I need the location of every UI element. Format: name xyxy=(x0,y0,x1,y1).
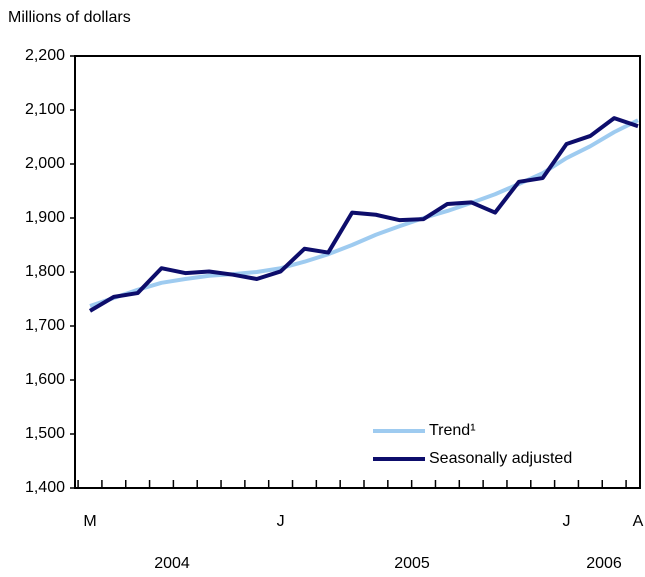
y-tick-label: 1,900 xyxy=(25,209,65,226)
y-tick-label: 1,700 xyxy=(25,317,65,334)
series-line xyxy=(88,116,639,313)
x-tick-label: M xyxy=(83,513,96,530)
legend-label: Seasonally adjusted xyxy=(429,450,572,467)
y-tick-label: 2,000 xyxy=(25,155,65,172)
y-tick-label: 2,200 xyxy=(25,47,65,64)
year-label: 2005 xyxy=(394,555,430,572)
x-tick-label: J xyxy=(563,513,571,530)
y-axis-label: Millions of dollars xyxy=(8,9,131,26)
legend-label: Trend¹ xyxy=(429,422,476,439)
x-tick-label: J xyxy=(277,513,285,530)
x-tick-label: A xyxy=(633,513,644,530)
y-tick-label: 1,500 xyxy=(25,425,65,442)
y-tick-label: 1,600 xyxy=(25,371,65,388)
year-label: 2004 xyxy=(154,555,190,572)
y-tick-label: 1,400 xyxy=(25,479,65,496)
year-label: 2006 xyxy=(586,555,622,572)
y-tick-label: 1,800 xyxy=(25,263,65,280)
y-tick-label: 2,100 xyxy=(25,101,65,118)
